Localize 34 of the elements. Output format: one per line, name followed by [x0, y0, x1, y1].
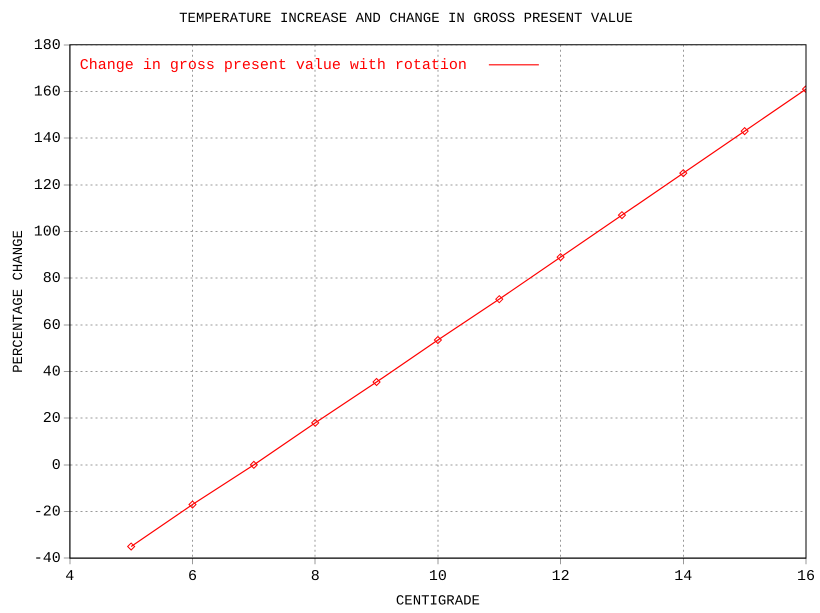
y-tick-label: 100 [34, 223, 61, 240]
y-tick-label: 20 [42, 410, 61, 428]
y-tick-label: -40 [34, 550, 61, 568]
y-tick-label: -20 [34, 503, 61, 520]
point [618, 211, 626, 220]
x-axis-title: CENTIGRADE [396, 593, 480, 610]
x-tick-label: 4 [65, 568, 74, 586]
x-tick-label: 12 [552, 568, 570, 586]
point [250, 460, 258, 469]
point [495, 295, 504, 304]
legend-label: Change in gross present value with rotation [80, 56, 467, 74]
point [188, 500, 197, 509]
point [434, 336, 442, 344]
x-tick-label: 16 [796, 568, 816, 586]
y-tick-label: 0 [52, 456, 61, 474]
x-tick-label: 14 [674, 568, 692, 586]
y-tick-label: 40 [42, 363, 61, 380]
y-tick-label: 80 [42, 270, 61, 288]
y-tick-label: 160 [34, 83, 61, 100]
point [740, 127, 749, 136]
y-tick-label: 60 [42, 316, 61, 334]
x-tick-label: 8 [310, 568, 320, 586]
x-tick-label: 10 [428, 568, 447, 586]
x-tick-label: 6 [188, 568, 198, 586]
y-tick-label: 180 [34, 36, 61, 54]
point [679, 169, 688, 178]
point [372, 378, 381, 386]
y-tick-label: 140 [34, 130, 61, 148]
y-axis-title: PERCENTAGE CHANGE [11, 230, 28, 373]
y-tick-label: 120 [34, 176, 61, 194]
point [311, 418, 320, 427]
chart-title: TEMPERATURE INCREASE AND CHANGE IN GROSS PRESENT VALUE [179, 11, 633, 28]
point [556, 253, 565, 262]
point [127, 542, 136, 551]
